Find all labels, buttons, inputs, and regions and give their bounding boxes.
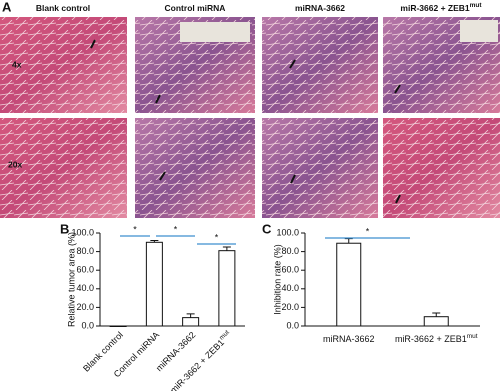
x-tick-label-superscript: mut [218,329,231,342]
row-label: 4x [12,59,22,69]
column-header-text: Blank control [36,3,90,13]
histology-grid [0,17,500,218]
texture [383,118,500,218]
x-tick-label: miRNA-3662 [323,334,375,344]
background-area [180,22,250,42]
bar [218,250,236,327]
row-label: 20x [8,159,22,169]
y-tick-label: 0.0 [286,320,299,330]
column-header-text: miR-3662 + ZEB1 [400,3,469,13]
texture [135,118,255,218]
column-header: Control miRNA [165,3,226,13]
y-tick-label: 60.0 [76,265,94,275]
bar [109,325,127,327]
significance-marker: * [133,224,137,234]
y-tick-label: 20.0 [76,302,94,312]
column-header: miR-3662 + ZEB1mut [400,2,482,13]
significance-marker: * [174,224,178,234]
y-tick-label: 40.0 [281,283,299,293]
column-header-text: Control miRNA [165,3,226,13]
x-tick-label-text: miRNA-3662 [323,334,375,344]
x-tick-label: miR-3662 + ZEB1mut [168,329,234,391]
error-bar [222,246,231,251]
significance-marker: * [366,226,370,236]
bar [336,242,362,327]
x-tick-label: miR-3662 + ZEB1mut [395,333,478,344]
y-tick-label: 0.0 [81,320,94,330]
texture [262,118,378,218]
texture [0,118,127,218]
column-header-text: miRNA-3662 [295,3,345,13]
y-tick-label: 100.0 [71,227,94,237]
texture [262,17,378,113]
error-bar [432,312,441,317]
column-header: miRNA-3662 [295,3,345,13]
arrow [90,39,401,204]
y-tick-label: 40.0 [76,283,94,293]
error-bar [150,239,159,243]
background-area [460,20,498,42]
bar [182,317,200,327]
bar [423,316,449,327]
error-bar [186,313,195,318]
y-tick-label: 100.0 [276,227,299,237]
texture [0,17,127,113]
panel-label: B [60,221,69,236]
y-tick-label: 20.0 [281,302,299,312]
column-header: Blank control [36,3,90,13]
y-axis-label: Relative tumor area (%) [66,232,76,327]
error-bar [344,238,353,244]
bar-chart: 0.0 20.0 40.0 60.0 80.0 100.0 Inhibition rate … [272,226,480,344]
significance-marker: * [215,232,219,242]
x-tick-label-text: miR-3662 + ZEB1 [395,334,467,344]
y-tick-label: 60.0 [281,265,299,275]
y-axis-label: Inhibition rate (%) [272,244,282,315]
panel-label: C [262,221,272,236]
y-tick-label: 80.0 [76,246,94,256]
panel-label: A [2,0,12,14]
bar [145,241,163,327]
column-header-superscript: mut [470,2,483,9]
y-tick-label: 80.0 [281,246,299,256]
x-tick-label-superscript: mut [467,333,478,340]
